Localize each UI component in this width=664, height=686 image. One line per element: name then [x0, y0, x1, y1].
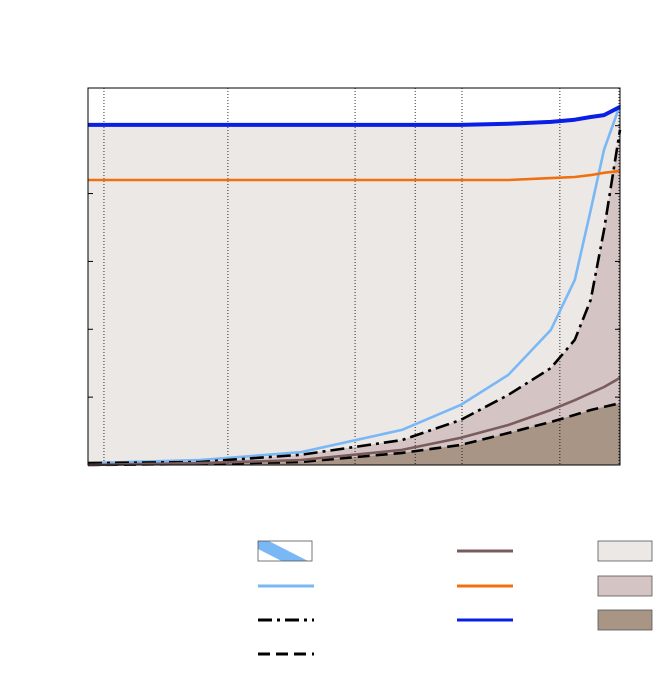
legend-swatch [597, 540, 653, 562]
plot-frame [87, 87, 621, 466]
area [88, 403, 620, 465]
series-line [87, 401, 621, 467]
legend-swatch [597, 609, 653, 631]
legend [257, 540, 653, 656]
series-line [87, 376, 621, 467]
legend-swatch [257, 540, 313, 562]
series-line [88, 169, 621, 182]
series-line [88, 105, 621, 127]
legend-swatch [597, 575, 653, 597]
area [88, 106, 620, 466]
series-line [87, 104, 622, 465]
